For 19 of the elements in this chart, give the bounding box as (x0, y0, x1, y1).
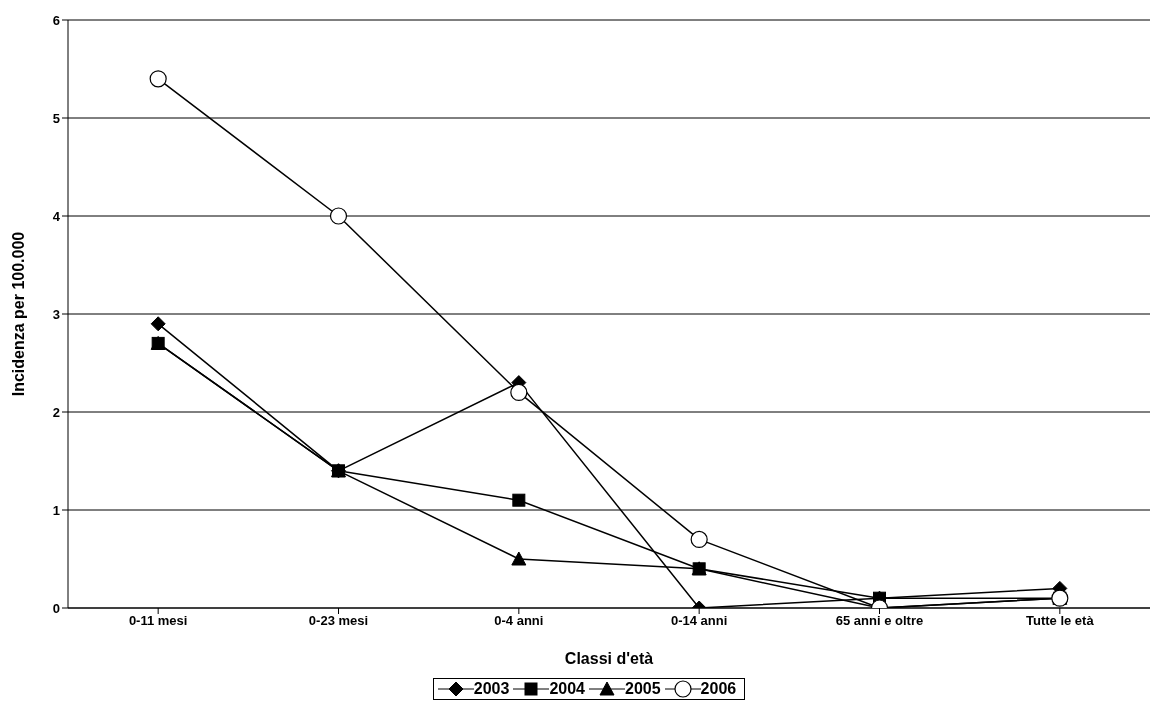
y-tick-label: 5 (52, 110, 60, 126)
legend-label: 2005 (625, 680, 661, 698)
x-tick-label: 0-14 anni (670, 613, 728, 629)
x-tick-label: 0-11 mesi (128, 613, 188, 629)
x-tick-label: 0-23 mesi (308, 613, 369, 629)
x-axis-title: Classi d'età (564, 650, 654, 667)
y-tick-label: 4 (52, 208, 61, 224)
y-tick-label: 2 (52, 404, 60, 420)
y-tick-label: 3 (52, 306, 60, 322)
y-tick-label: 1 (52, 502, 60, 518)
legend-label: 2004 (549, 680, 585, 698)
legend-label: 2003 (473, 680, 510, 698)
y-axis-title: Incidenza per 100.000 (9, 231, 27, 397)
y-tick-label: 0 (52, 600, 60, 616)
x-tick-label: 0-4 anni (494, 613, 544, 629)
x-tick-label: Tutte le età (1026, 613, 1095, 629)
y-tick-label: 6 (52, 12, 60, 28)
legend-label: 2006 (700, 680, 737, 698)
x-tick-label: 65 anni e oltre (835, 613, 924, 629)
